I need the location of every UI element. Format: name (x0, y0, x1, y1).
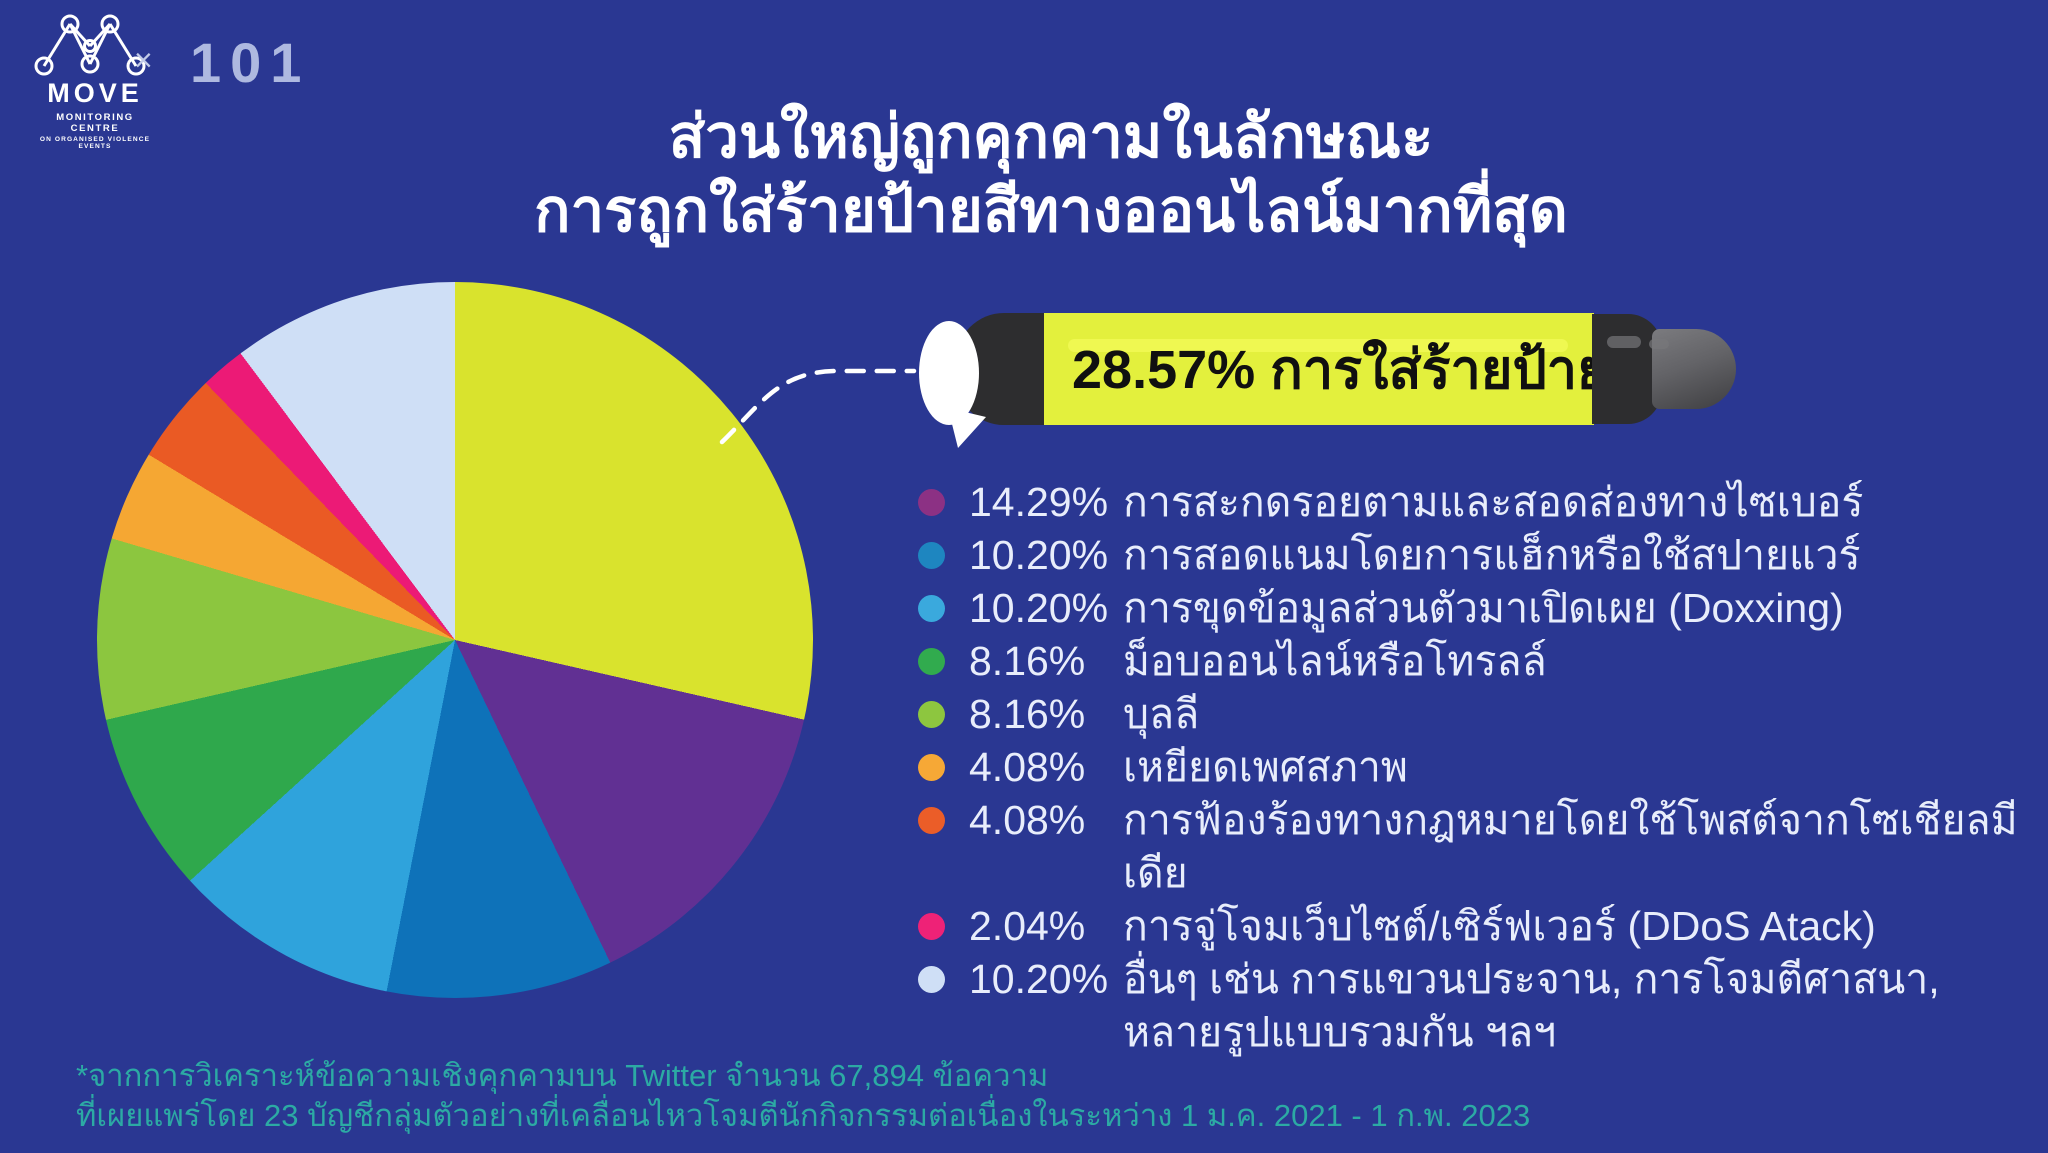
legend-label-line1: อื่นๆ เช่น การแขวนประจาน, การโจมตีศาสนา, (1123, 956, 1940, 1002)
legend-percent: 14.29% (969, 479, 1109, 525)
legend-row: 10.20% การสอดแนมโดยการแฮ็กหรือใช้สปายแวร… (918, 529, 2038, 582)
page-title: ส่วนใหญ่ถูกคุกคามในลักษณะ การถูกใส่ร้ายป… (54, 100, 2048, 248)
footnote-line2: ที่เผยแพร่โดย 23 บัญชีกลุ่มตัวอย่างที่เค… (76, 1098, 1531, 1133)
legend-dot (918, 966, 945, 993)
legend-row: 10.20% อื่นๆ เช่น การแขวนประจาน, การโจมต… (918, 953, 2038, 1059)
move-logo-subtitle2: ON ORGANISED VIOLENCE EVENTS (39, 136, 151, 150)
logo-separator-x: × (134, 42, 153, 78)
footnote: *จากการวิเคราะห์ข้อความเชิงคุกคามบน Twit… (76, 1056, 1530, 1136)
legend-percent: 4.08% (969, 744, 1086, 790)
highlighter-tip (919, 321, 979, 425)
highlighter-cap-glint2 (1649, 339, 1669, 349)
legend-row: 8.16% ม็อบออนไลน์หรือโทรลล์ (918, 635, 2038, 688)
legend-dot (918, 648, 945, 675)
move-logo-subtitle1: MONITORING CENTRE (56, 112, 134, 134)
legend-dot (918, 913, 945, 940)
legend-row: 4.08% เหยียดเพศสภาพ (918, 741, 2038, 794)
legend-row: 14.29% การสะกดรอยตามและสอดส่องทางไซเบอร์ (918, 476, 2038, 529)
page-title-line2: การถูกใส่ร้ายป้ายสีทางออนไลน์มากที่สุด (534, 177, 1568, 244)
legend-percent: 10.20% (969, 532, 1109, 578)
logo-101: 101 (190, 31, 311, 94)
legend-label: อื่นๆ เช่น การแขวนประจาน, การโจมตีศาสนา,… (1123, 953, 1940, 1059)
legend-label-line2: หลายรูปแบบรวมกัน ฯลฯ (1123, 1009, 1557, 1055)
highlighter-right-band (1592, 314, 1662, 424)
legend-dot (918, 701, 945, 728)
legend: 14.29% การสะกดรอยตามและสอดส่องทางไซเบอร์… (918, 476, 2038, 1059)
legend-row: 10.20% การขุดข้อมูลส่วนตัวมาเปิดเผย (Dox… (918, 582, 2038, 635)
legend-label: ม็อบออนไลน์หรือโทรลล์ (1123, 638, 1547, 684)
legend-label: เหยียดเพศสภาพ (1123, 744, 1408, 790)
legend-dot (918, 489, 945, 516)
legend-row: 4.08% การฟ้องร้องทางกฎหมายโดยใช้โพสต์จาก… (918, 794, 2038, 900)
legend-percent: 4.08% (969, 797, 1086, 843)
legend-percent: 10.20% (969, 585, 1109, 631)
legend-percent: 10.20% (969, 956, 1109, 1002)
legend-percent: 2.04% (969, 903, 1086, 949)
page-title-line1: ส่วนใหญ่ถูกคุกคามในลักษณะ (668, 103, 1434, 170)
legend-percent: 8.16% (969, 638, 1086, 684)
legend-label: การจู่โจมเว็บไซต์/เซิร์ฟเวอร์ (DDoS Atac… (1123, 903, 1876, 949)
legend-label: การสะกดรอยตามและสอดส่องทางไซเบอร์ (1123, 479, 1864, 525)
callout-value-label: 28.57% การใส่ร้ายป้ายสี (1072, 340, 1642, 400)
legend-dot (918, 595, 945, 622)
legend-row: 8.16% บุลลี (918, 688, 2038, 741)
highlighter-body: 28.57% การใส่ร้ายป้ายสี (1044, 313, 1642, 425)
move-logo-icon (34, 14, 146, 76)
highlighter-streak (1068, 339, 1568, 352)
legend-percent: 8.16% (969, 691, 1086, 737)
legend-dot (918, 807, 945, 834)
legend-row: 2.04% การจู่โจมเว็บไซต์/เซิร์ฟเวอร์ (DDo… (918, 900, 2038, 953)
pie-chart (97, 282, 813, 998)
move-logo-name: MOVE (47, 78, 143, 108)
legend-label: การขุดข้อมูลส่วนตัวมาเปิดเผย (Doxxing) (1123, 585, 1844, 631)
move-logo: MOVE MONITORING CENTRE ON ORGANISED VIOL… (30, 12, 160, 150)
legend-label: การฟ้องร้องทางกฎหมายโดยใช้โพสต์จากโซเชีย… (1123, 797, 2018, 896)
highlighter-tip-tail (948, 408, 986, 448)
legend-label: การสอดแนมโดยการแฮ็กหรือใช้สปายแวร์ (1123, 532, 1861, 578)
highlighter-cap-glint (1607, 336, 1641, 348)
callout-connector-line (719, 368, 917, 445)
footnote-line1: *จากการวิเคราะห์ข้อความเชิงคุกคามบน Twit… (76, 1058, 1049, 1093)
legend-label: บุลลี (1123, 691, 1200, 737)
legend-dot (918, 542, 945, 569)
legend-dot (918, 754, 945, 781)
